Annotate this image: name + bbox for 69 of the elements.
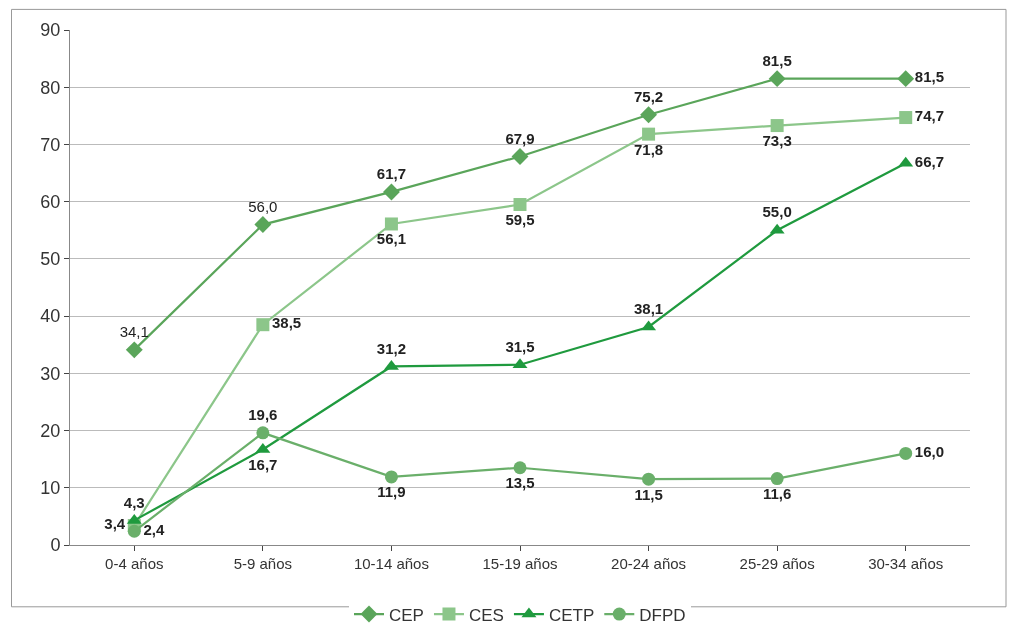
point — [254, 216, 272, 234]
data-label: 19,6 — [248, 405, 278, 423]
data-label: 31,5 — [505, 337, 535, 355]
x-tick-label: 15-19 años — [482, 555, 558, 572]
data-label: 3,4 — [104, 515, 126, 533]
point — [642, 472, 656, 486]
point — [382, 183, 400, 201]
y-tick-label: 20 — [40, 420, 61, 441]
data-label: 4,3 — [123, 493, 145, 511]
point — [770, 119, 784, 133]
y-tick-label: 10 — [40, 478, 61, 499]
y-tick-label: 60 — [40, 191, 61, 212]
data-label: 38,5 — [271, 314, 302, 332]
point — [768, 70, 786, 88]
y-tick-label: 70 — [40, 134, 61, 155]
data-label: 75,2 — [633, 87, 664, 105]
point — [256, 318, 270, 332]
y-tick-label: 40 — [40, 306, 61, 327]
data-label: 81,5 — [762, 51, 792, 69]
x-tick-label: 0-4 años — [105, 555, 164, 572]
point — [770, 472, 784, 486]
data-label: 71,8 — [633, 140, 664, 158]
y-tick-label: 30 — [40, 363, 61, 384]
data-label: 34,1 — [119, 322, 149, 340]
point — [127, 524, 141, 538]
data-label: 61,7 — [376, 165, 407, 183]
point — [125, 341, 143, 359]
data-label: 2,4 — [143, 521, 165, 539]
data-label: 11,6 — [762, 484, 792, 502]
data-label: 56,0 — [248, 197, 278, 215]
legend-label: CETP — [548, 605, 595, 625]
point — [899, 111, 913, 125]
data-label: 56,1 — [376, 230, 407, 248]
x-tick-label: 30-34 años — [868, 555, 944, 572]
data-label: 38,1 — [633, 300, 664, 318]
point — [384, 217, 398, 231]
point — [642, 127, 656, 141]
data-label: 11,9 — [377, 483, 406, 501]
legend-label: DFPD — [639, 605, 686, 625]
legend-label: CEP — [389, 605, 424, 625]
point — [384, 470, 398, 484]
data-label: 16,0 — [914, 443, 945, 461]
data-label: 74,7 — [914, 107, 945, 125]
data-label: 59,5 — [505, 210, 535, 228]
y-tick-label: 50 — [40, 249, 61, 270]
x-tick-label: 10-14 años — [353, 555, 429, 572]
point — [511, 148, 529, 165]
data-label: 67,9 — [505, 129, 535, 147]
y-tick-label: 90 — [40, 20, 61, 41]
y-tick-label: 0 — [50, 535, 61, 556]
legend-label: CES — [468, 605, 504, 625]
data-label: 73,3 — [762, 131, 792, 149]
point — [513, 461, 527, 475]
x-tick-label: 20-24 años — [611, 555, 687, 572]
point — [513, 198, 527, 212]
data-label: 31,2 — [376, 339, 407, 357]
data-label: 16,7 — [248, 455, 278, 473]
point — [897, 70, 915, 88]
data-label: 11,5 — [634, 485, 663, 503]
x-tick-label: 5-9 años — [233, 555, 293, 572]
data-label: 66,7 — [914, 153, 945, 171]
data-label: 55,0 — [762, 203, 792, 221]
y-tick-label: 80 — [40, 77, 61, 98]
x-tick-label: 25-29 años — [739, 555, 815, 572]
point — [256, 426, 270, 440]
data-label: 13,5 — [505, 474, 535, 492]
point — [640, 106, 658, 124]
data-label: 81,5 — [914, 68, 945, 86]
point — [899, 446, 913, 460]
